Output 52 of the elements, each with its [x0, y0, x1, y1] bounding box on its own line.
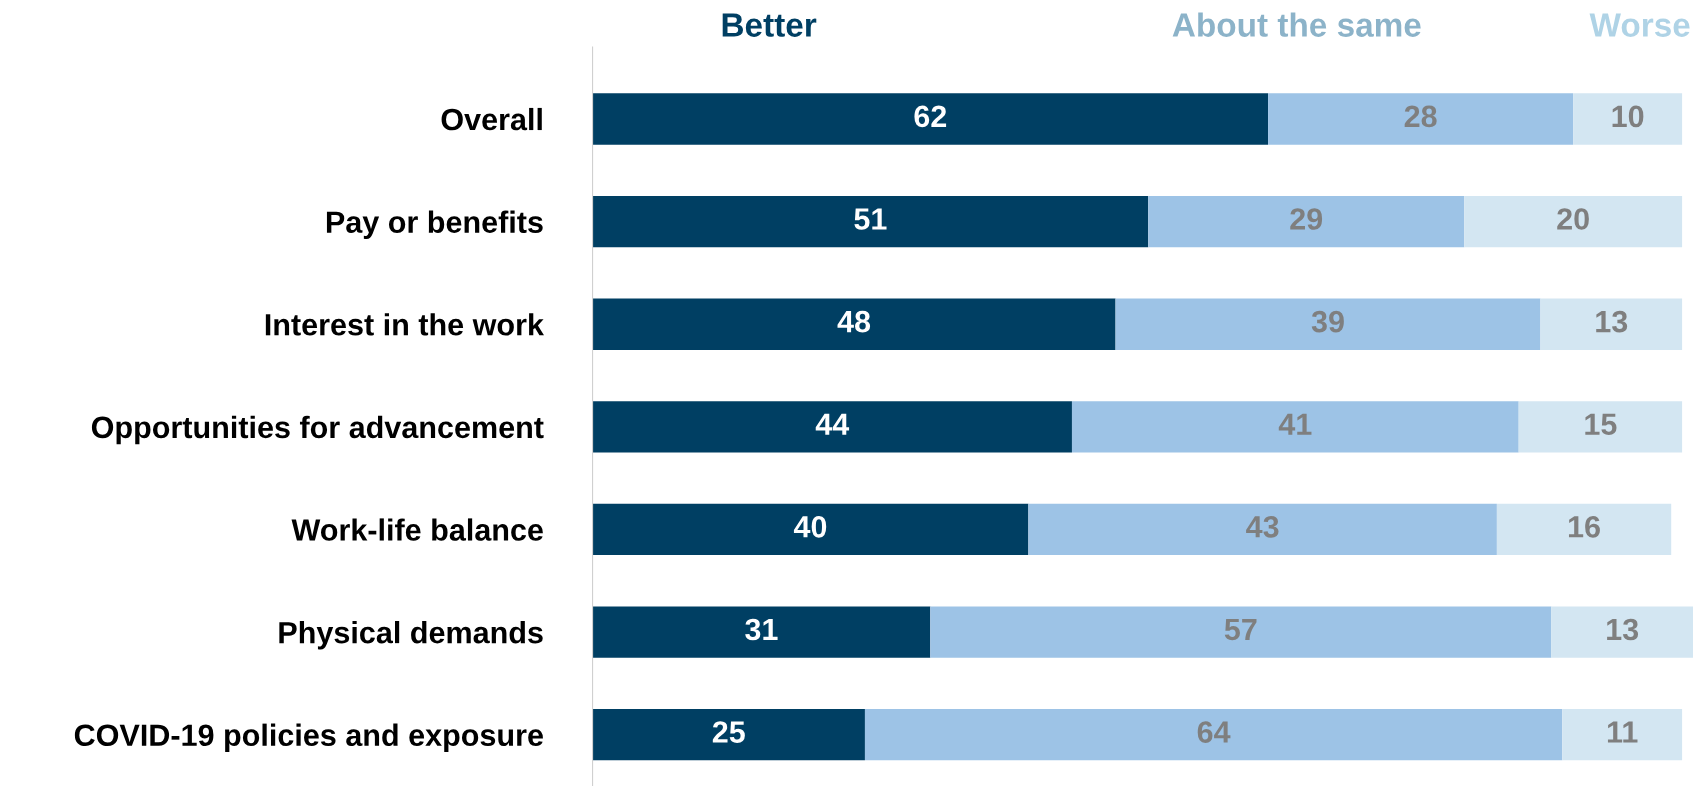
data-label: 15 — [1585, 413, 1617, 436]
data-label: 51 — [854, 208, 887, 230]
bar — [1148, 195, 1465, 248]
bar — [1496, 503, 1672, 556]
y-tick-label: Interest in the work — [265, 313, 544, 336]
data-label: 10 — [1612, 105, 1644, 128]
data-label: 43 — [1246, 516, 1279, 538]
data-label: 20 — [1557, 208, 1589, 230]
y-tick-label: Opportunities for advancement — [91, 415, 544, 445]
bar — [1540, 298, 1683, 350]
data-label: 48 — [837, 310, 871, 333]
data-label: 13 — [1596, 310, 1628, 333]
data-label: 39 — [1311, 310, 1344, 333]
data-label: 57 — [1224, 618, 1257, 641]
y-tick-label: COVID-19 policies and exposure — [74, 723, 543, 753]
y-tick-label: Pay or benefits — [326, 210, 543, 240]
bar — [864, 709, 1563, 761]
bar — [592, 606, 931, 658]
bar — [592, 298, 1116, 350]
y-tick-label: Physical demands — [279, 621, 543, 650]
series-label: Better — [722, 13, 817, 37]
data-label: 28 — [1404, 105, 1437, 128]
data-label: 16 — [1568, 516, 1600, 538]
series-label: Worse — [1589, 13, 1690, 37]
bar — [1071, 401, 1519, 453]
bar — [930, 606, 1552, 658]
bar — [1551, 606, 1693, 658]
data-label: 62 — [914, 105, 947, 128]
data-label: 40 — [793, 516, 827, 538]
bar — [1028, 503, 1497, 556]
y-tick-label: Overall — [441, 107, 542, 131]
bar — [1573, 93, 1683, 145]
bar — [1518, 401, 1683, 453]
bar — [592, 401, 1072, 453]
data-label: 11 — [1607, 721, 1638, 743]
bar — [1115, 298, 1541, 350]
bar — [1562, 709, 1683, 761]
bar — [592, 93, 1269, 145]
data-label: 44 — [815, 413, 850, 435]
bar — [1464, 195, 1683, 248]
y-tick-label: Work-life balance — [291, 518, 543, 541]
data-label: 41 — [1278, 413, 1312, 435]
bar — [592, 195, 1149, 248]
data-label: 25 — [712, 721, 745, 743]
series-label: About the same — [1172, 12, 1421, 37]
bar — [592, 709, 865, 761]
data-label: 64 — [1197, 721, 1231, 743]
data-label: 29 — [1290, 208, 1323, 230]
data-label: 13 — [1607, 618, 1639, 641]
bar — [592, 503, 1029, 556]
bar — [1268, 93, 1574, 145]
data-label: 31 — [745, 618, 778, 641]
